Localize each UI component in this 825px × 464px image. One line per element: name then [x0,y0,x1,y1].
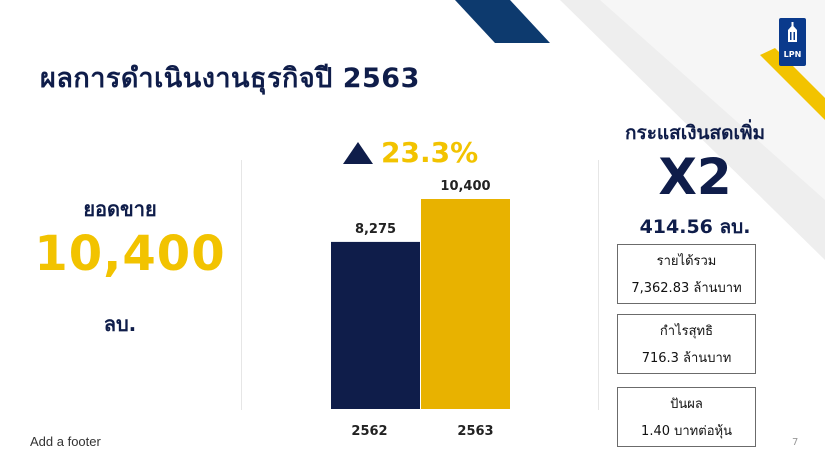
revenue-box: รายได้รวม 7,362.83 ล้านบาท [617,244,756,304]
sales-unit: ลบ. [103,312,137,336]
dividend-value: 1.40 บาทต่อหุ้น [641,424,732,439]
cash-flow-label: กระแสเงินสดเพิ่ม [625,122,765,144]
category-label: 2562 [351,424,387,439]
logo-text: LPN [783,50,802,59]
dividend-label: ปันผล [670,397,703,412]
up-triangle-icon [343,141,373,164]
cash-flow-amount: 414.56 ลบ. [639,216,751,238]
sales-label: ยอดขาย [83,197,157,221]
growth-indicator: 23.3% [343,136,478,169]
dividend-box: ปันผล 1.40 บาทต่อหุ้น [617,387,756,447]
net-profit-label: กำไรสุทธิ [659,324,714,339]
cash-flow-multiplier: X2 [658,148,732,206]
bar-2563 [421,199,510,409]
page-number: 7 [792,437,799,448]
net-profit-box: กำไรสุทธิ 716.3 ล้านบาท [617,314,756,374]
bar-value-label: 8,275 [355,222,396,237]
net-profit-value: 716.3 ล้านบาท [641,351,732,366]
bar-value-label: 10,400 [440,179,490,194]
revenue-value: 7,362.83 ล้านบาท [631,281,742,296]
bar-2562 [331,241,420,409]
left-divider [241,160,242,410]
category-label: 2563 [457,424,493,439]
right-divider [598,160,599,410]
company-logo: LPN [779,18,806,66]
footer-text: Add a footer [30,434,101,449]
growth-value: 23.3% [381,136,479,169]
sales-value: 10,400 [34,226,226,282]
revenue-label: รายได้รวม [656,254,717,269]
page-title: ผลการดำเนินงานธุรกิจปี 2563 [40,63,420,94]
